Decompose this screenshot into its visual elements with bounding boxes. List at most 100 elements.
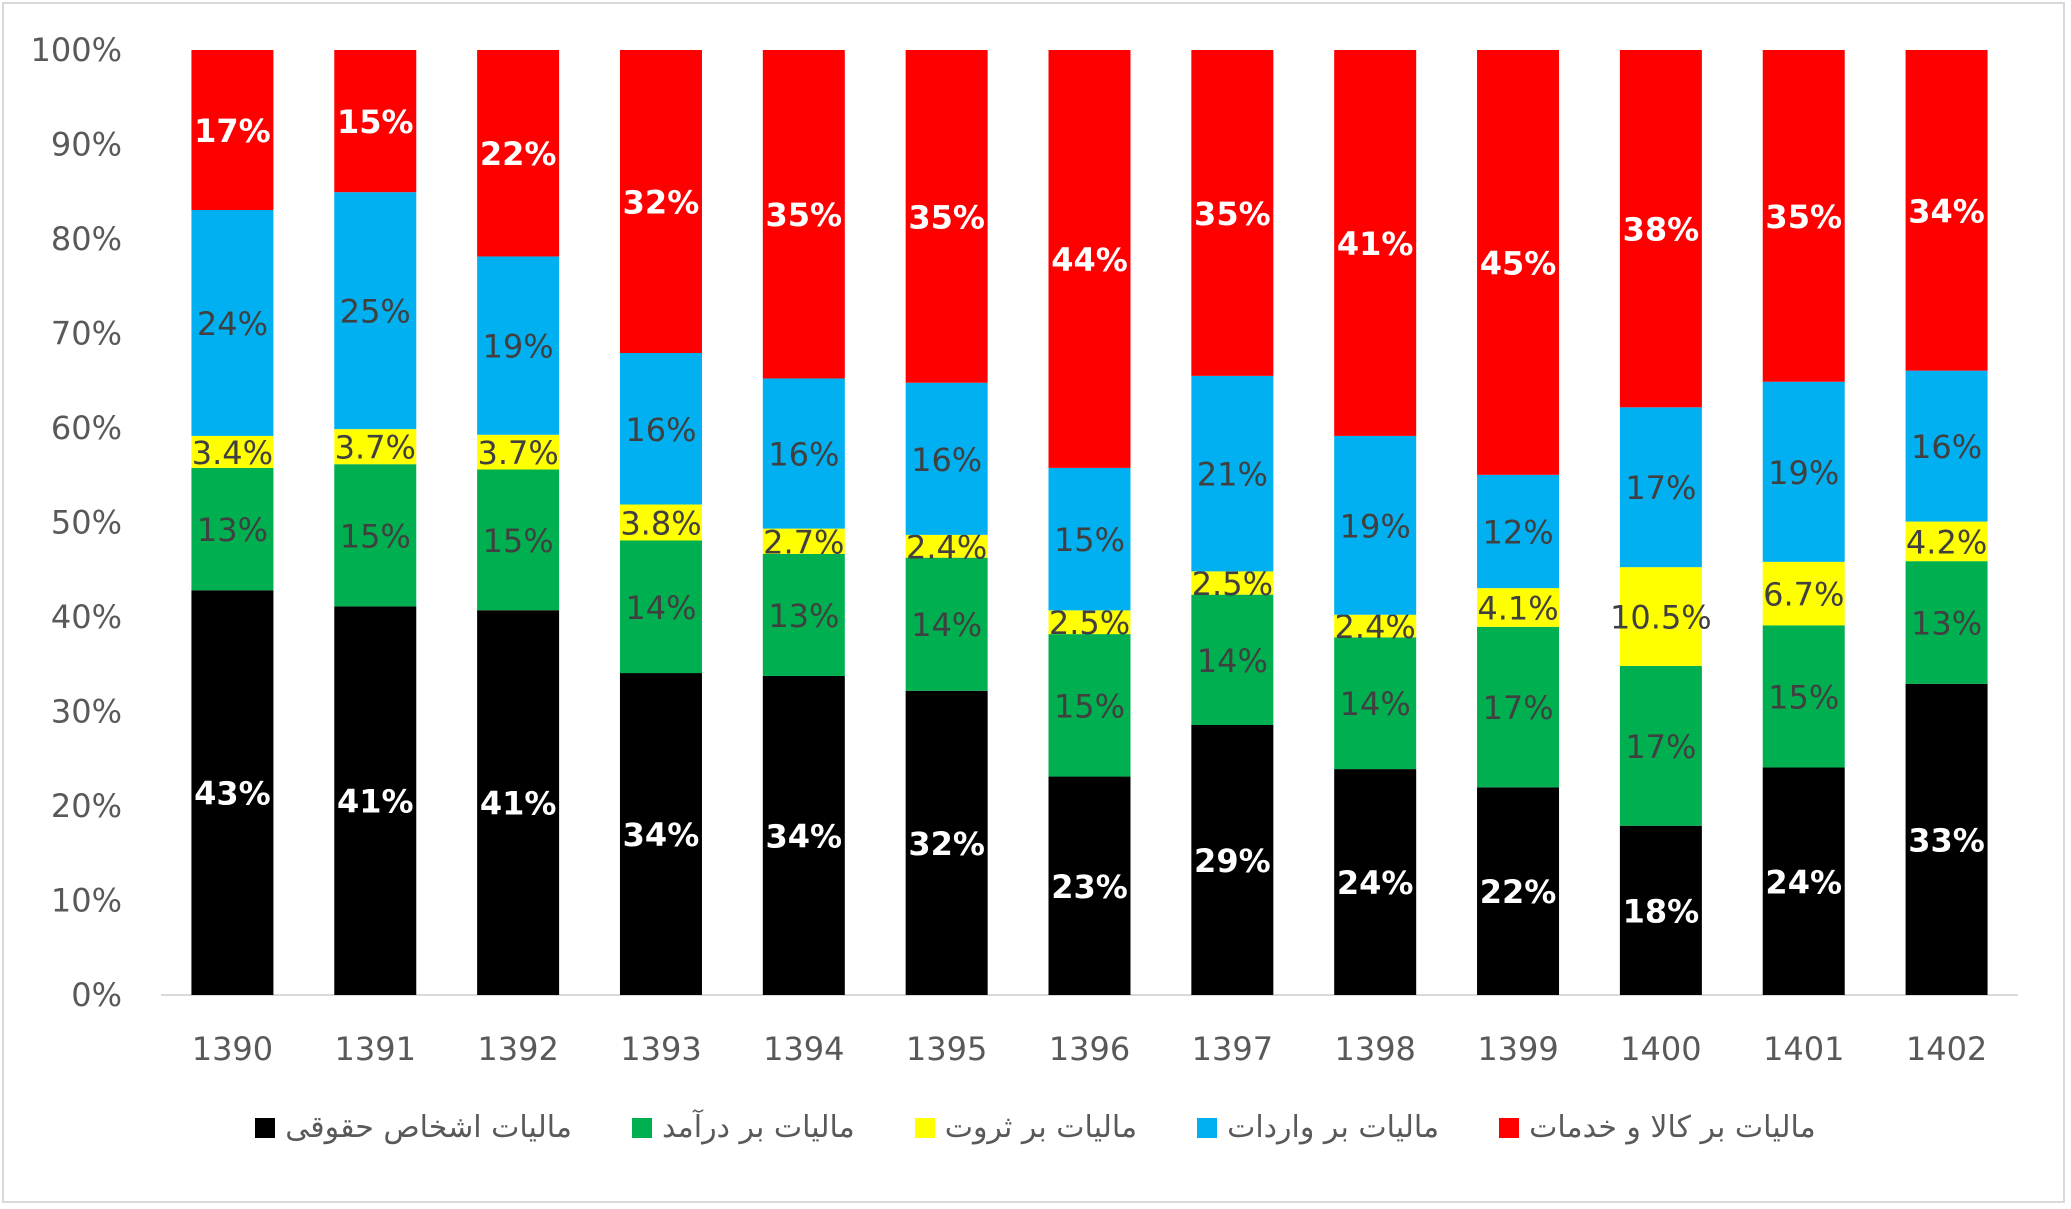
data-label: 13% xyxy=(1911,604,1982,642)
data-label: 41% xyxy=(337,783,414,821)
bar-segment xyxy=(191,50,274,211)
bar-segment xyxy=(762,528,845,554)
bar-segment xyxy=(1762,381,1845,562)
bar-segment xyxy=(1334,435,1417,615)
data-label: 35% xyxy=(1765,198,1842,236)
bar-segment xyxy=(1619,407,1702,568)
y-tick-label: 30% xyxy=(51,693,122,731)
x-tick-label: 1400 xyxy=(1620,1030,1701,1068)
bar-segment xyxy=(1477,50,1560,475)
data-label: 17% xyxy=(194,112,271,150)
data-label: 32% xyxy=(908,825,985,863)
y-tick-label: 70% xyxy=(51,315,122,353)
stacked-bar-chart: 0% 10% 20% 30% 40% 50% 60% 70% 80% 90% 100% 43% 13% 3… xyxy=(31,31,2018,1068)
legend-label: مالیات بر ثروت xyxy=(944,1110,1138,1145)
legend-swatch xyxy=(631,1117,652,1138)
y-tick-label: 80% xyxy=(51,220,122,258)
data-label: 41% xyxy=(480,785,557,823)
data-label: 14% xyxy=(911,606,982,644)
x-tick-label: 1392 xyxy=(477,1030,558,1068)
data-label: 15% xyxy=(1054,687,1125,725)
bar-segment xyxy=(191,210,274,436)
data-label: 3.7% xyxy=(335,429,416,467)
data-label: 43% xyxy=(194,775,271,813)
bar-segment xyxy=(1905,683,1988,995)
x-tick-label: 1391 xyxy=(335,1030,416,1068)
legend-label: مالیات بر واردات xyxy=(1227,1110,1440,1145)
data-label: 35% xyxy=(766,196,843,234)
bar-segment xyxy=(334,50,417,193)
data-label: 41% xyxy=(1337,225,1414,263)
data-label: 2.7% xyxy=(763,523,844,561)
bar-segment xyxy=(191,590,274,995)
data-label: 24% xyxy=(1337,864,1414,902)
legend-item: مالیات بر واردات xyxy=(1197,1110,1439,1145)
data-label: 17% xyxy=(1625,469,1696,507)
legend-item: مالیات بر کالا و خدمات xyxy=(1499,1110,1816,1145)
legend-item: مالیات بر ثروت xyxy=(914,1110,1138,1145)
data-label: 14% xyxy=(625,589,696,627)
x-tick-label: 1398 xyxy=(1334,1030,1415,1068)
bar-segment xyxy=(1477,588,1560,627)
y-tick-label: 0% xyxy=(71,976,122,1014)
data-label: 19% xyxy=(1340,507,1411,545)
bar-segment xyxy=(1762,50,1845,382)
data-label: 6.7% xyxy=(1763,576,1844,614)
data-label: 3.7% xyxy=(477,434,558,472)
bar-segment xyxy=(1191,375,1274,572)
bar-segment xyxy=(1334,50,1417,436)
data-label: 13% xyxy=(768,597,839,635)
data-label: 35% xyxy=(908,198,985,236)
data-label: 14% xyxy=(1340,685,1411,723)
data-label: 23% xyxy=(1051,868,1128,906)
bar-segment xyxy=(1905,521,1988,562)
data-label: 17% xyxy=(1625,728,1696,766)
bar-segment xyxy=(1619,50,1702,408)
legend-swatch xyxy=(255,1117,276,1138)
bar-segment xyxy=(1334,637,1417,770)
bar-segment xyxy=(1905,50,1988,371)
bar-segment xyxy=(905,382,988,535)
x-tick-label: 1397 xyxy=(1192,1030,1273,1068)
bar-segment xyxy=(762,378,845,529)
bar-segment xyxy=(762,50,845,379)
legend-item: مالیات اشخاص حقوقی xyxy=(255,1110,572,1145)
data-label: 3.4% xyxy=(192,434,273,472)
bar-segment xyxy=(1619,825,1702,995)
legend-label: مالیات بر کالا و خدمات xyxy=(1529,1110,1816,1145)
bar-segment xyxy=(1334,769,1417,995)
bar-segment xyxy=(1477,474,1560,589)
x-tick-label: 1394 xyxy=(763,1030,844,1068)
bar-segment xyxy=(619,673,702,995)
y-tick-label: 20% xyxy=(51,787,122,825)
data-label: 24% xyxy=(1765,863,1842,901)
data-label: 16% xyxy=(911,441,982,479)
x-tick-label: 1395 xyxy=(906,1030,987,1068)
bar-segment xyxy=(477,50,560,257)
data-label: 4.2% xyxy=(1906,523,1987,561)
bar-segment xyxy=(191,435,274,468)
bar-segment xyxy=(477,610,560,995)
y-tick-label: 50% xyxy=(51,504,122,542)
bar-segment xyxy=(477,256,560,435)
data-label: 22% xyxy=(480,135,557,173)
bar-segment xyxy=(1048,634,1131,777)
y-tick-label: 100% xyxy=(31,31,122,69)
bar-segment xyxy=(1048,776,1131,995)
data-label: 19% xyxy=(483,328,554,366)
x-tick-label: 1399 xyxy=(1477,1030,1558,1068)
bar-segment xyxy=(1762,767,1845,995)
x-tick-label: 1401 xyxy=(1763,1030,1844,1068)
bar-segment xyxy=(477,469,560,611)
x-tick-label: 1390 xyxy=(192,1030,273,1068)
bar-segment xyxy=(619,540,702,674)
legend: مالیات بر کالا و خدمات مالیات بر واردات ما… xyxy=(0,1110,2071,1145)
data-label: 34% xyxy=(766,817,843,855)
bar-segment xyxy=(619,50,702,354)
bar-segment xyxy=(477,434,560,470)
data-label: 29% xyxy=(1194,842,1271,880)
data-label: 18% xyxy=(1623,892,1700,930)
y-tick-label: 10% xyxy=(51,882,122,920)
bar-segment xyxy=(334,192,417,430)
